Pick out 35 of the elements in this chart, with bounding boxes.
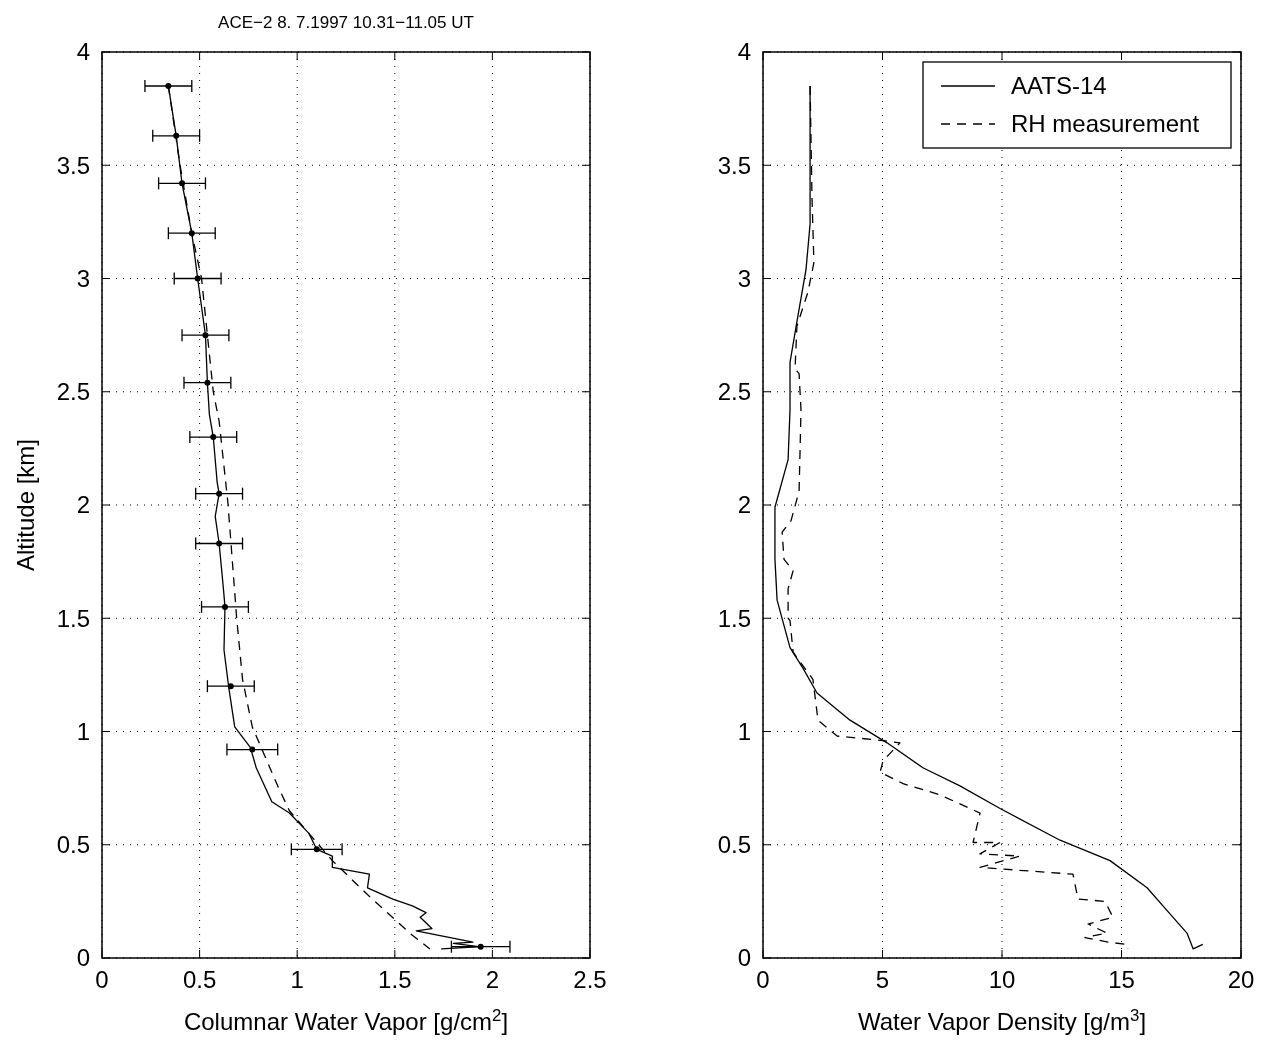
y-tick-label: 3.5 [717, 151, 751, 179]
x-tick-label: 0.5 [182, 966, 217, 993]
x-tick-label: 2.5 [573, 966, 607, 993]
legend-label: RH measurement [1011, 110, 1200, 138]
y-tick-label: 1 [737, 717, 751, 745]
x-tick-label: 10 [988, 966, 1016, 993]
y-tick-label: 1.5 [717, 604, 751, 632]
x-tick-label: 0 [95, 966, 109, 993]
y-tick-label: 1 [76, 717, 90, 745]
y-tick-label: 1.5 [56, 604, 90, 632]
x-tick-label: 5 [875, 966, 890, 993]
x-axis-title: Water Vapor Density [g/m$^{3}$] [857, 1005, 1147, 1035]
x-axis-title: Columnar Water Vapor [g/cm$^{2}$] [183, 1005, 509, 1035]
y-tick-label: 4 [737, 38, 751, 66]
y-tick-label: 0.5 [717, 831, 751, 859]
x-tick-label: 2 [485, 966, 500, 993]
y-tick-label: 0 [76, 944, 90, 972]
y-tick-label: 2.5 [717, 378, 751, 406]
y-tick-label: 0.5 [56, 831, 90, 859]
y-tick-label: 3 [76, 264, 90, 292]
chart-title: ACE−2 8. 7.1997 10.31−11.05 UT [218, 13, 474, 32]
y-tick-label: 3 [737, 264, 751, 292]
x-tick-label: 1 [290, 966, 304, 993]
legend-label: AATS-14 [1011, 72, 1107, 100]
x-tick-label: 0 [756, 966, 770, 993]
y-tick-label: 2 [76, 491, 90, 519]
y-tick-label: 4 [76, 38, 90, 66]
y-tick-label: 2 [737, 491, 751, 519]
x-tick-label: 15 [1108, 966, 1135, 993]
y-tick-label: 0 [737, 944, 751, 972]
y-tick-label: 3.5 [56, 151, 90, 179]
x-tick-label: 1.5 [378, 966, 412, 993]
y-tick-label: 2.5 [56, 378, 90, 406]
x-tick-label: 20 [1227, 966, 1255, 993]
y-axis-title: Altitude [km] [12, 438, 39, 572]
